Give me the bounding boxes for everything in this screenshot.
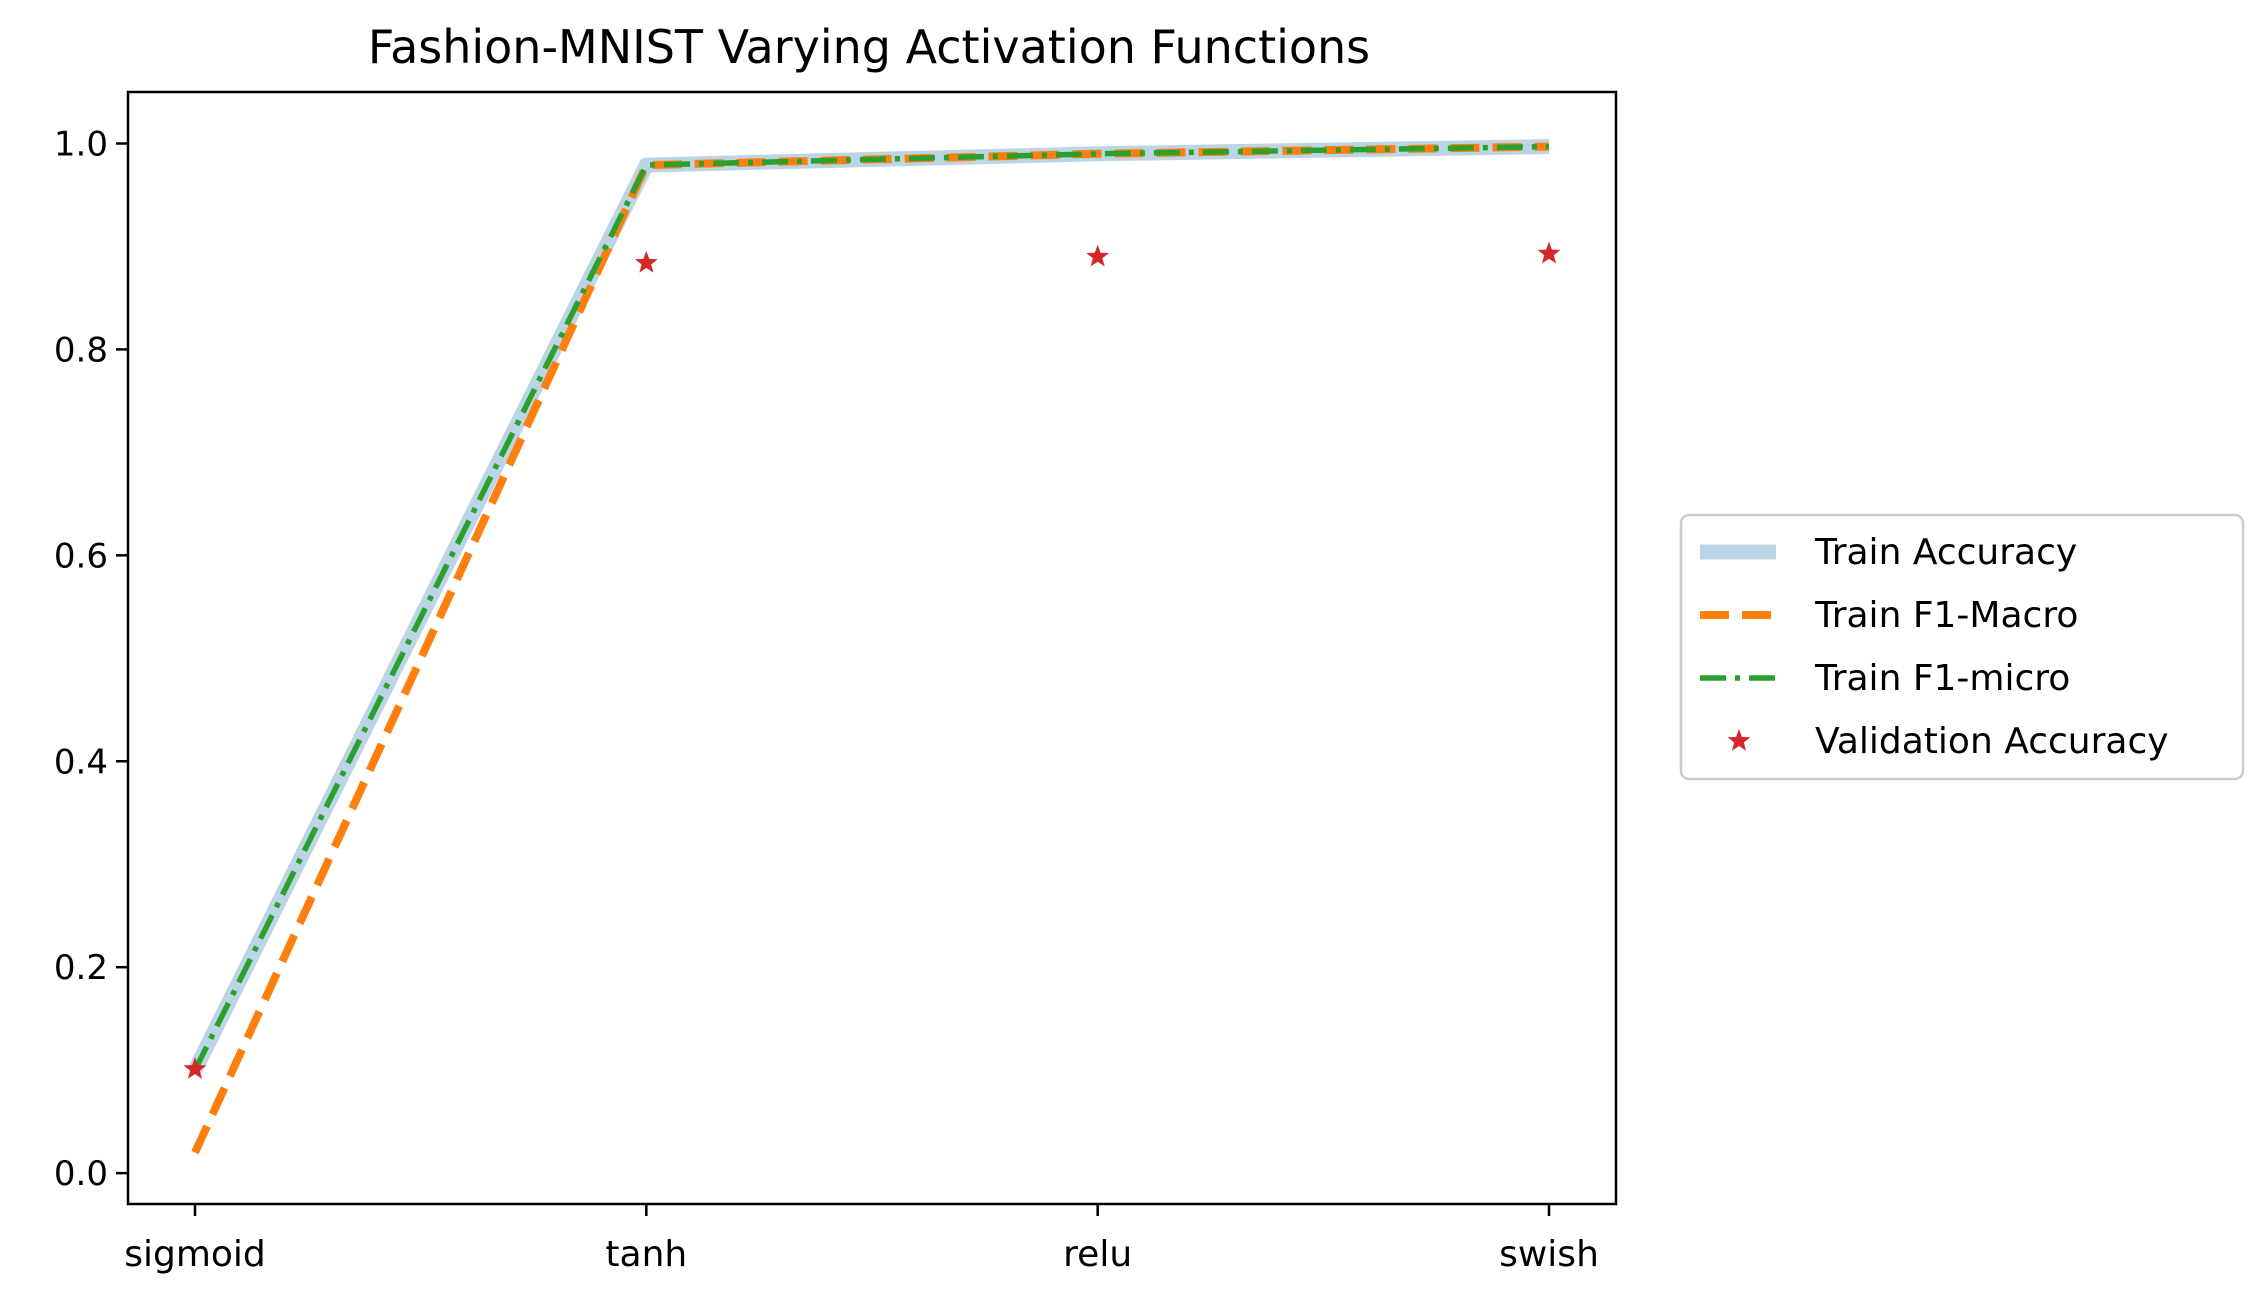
legend-item-train-f1-micro: Train F1-micro [1700,658,2070,699]
line-train-accuracy [188,139,1550,1074]
plot-frame [126,90,1618,1206]
point-validation-accuracy [1537,241,1561,264]
legend: Train Accuracy Train F1-Macro Train F1-mic… [1679,513,2245,781]
legend-label-train-f1-macro: Train F1-Macro [1814,595,2078,636]
y-tick-label: 0.2 [54,948,108,988]
series-layer [183,139,1561,1155]
line-train-f1-micro [192,143,1550,1072]
x-tick-label: relu [1063,1234,1132,1275]
x-tick-label: sigmoid [124,1234,266,1275]
legend-label-train-accuracy: Train Accuracy [1814,532,2077,573]
series-train-f1-micro [192,143,1550,1072]
plot-area [126,90,1618,1206]
legend-item-train-accuracy: Train Accuracy [1700,532,2077,573]
y-tick-label: 0.6 [54,536,108,576]
legend-item-validation-accuracy: Validation Accuracy [1727,721,2169,762]
series-train-accuracy [188,139,1550,1074]
legend-label-validation-accuracy: Validation Accuracy [1815,721,2169,762]
x-tick-label: tanh [605,1234,687,1275]
point-validation-accuracy [634,250,658,273]
legend-marker-validation-accuracy [1727,729,1751,751]
legend-item-train-f1-macro: Train F1-Macro [1700,595,2078,636]
y-tick-label: 0.8 [54,330,108,370]
x-axis: sigmoid tanh relu swish [124,1204,1599,1275]
series-validation-accuracy [183,241,1561,1079]
y-tick-label: 1.0 [54,124,108,164]
legend-frame [1679,513,2245,781]
point-validation-accuracy [1086,244,1110,267]
x-tick-label: swish [1499,1234,1599,1275]
point-validation-accuracy [183,1057,207,1079]
legend-items: Train Accuracy Train F1-Macro Train F1-mic… [1700,532,2169,762]
legend-label-train-f1-micro: Train F1-micro [1814,658,2070,699]
y-axis: 0.0 0.2 0.4 0.6 0.8 1.0 [54,124,128,1194]
chart-title: Fashion-MNIST Varying Activation Functio… [368,20,1370,74]
y-tick-label: 0.0 [54,1154,108,1194]
y-tick-label: 0.4 [54,742,108,782]
